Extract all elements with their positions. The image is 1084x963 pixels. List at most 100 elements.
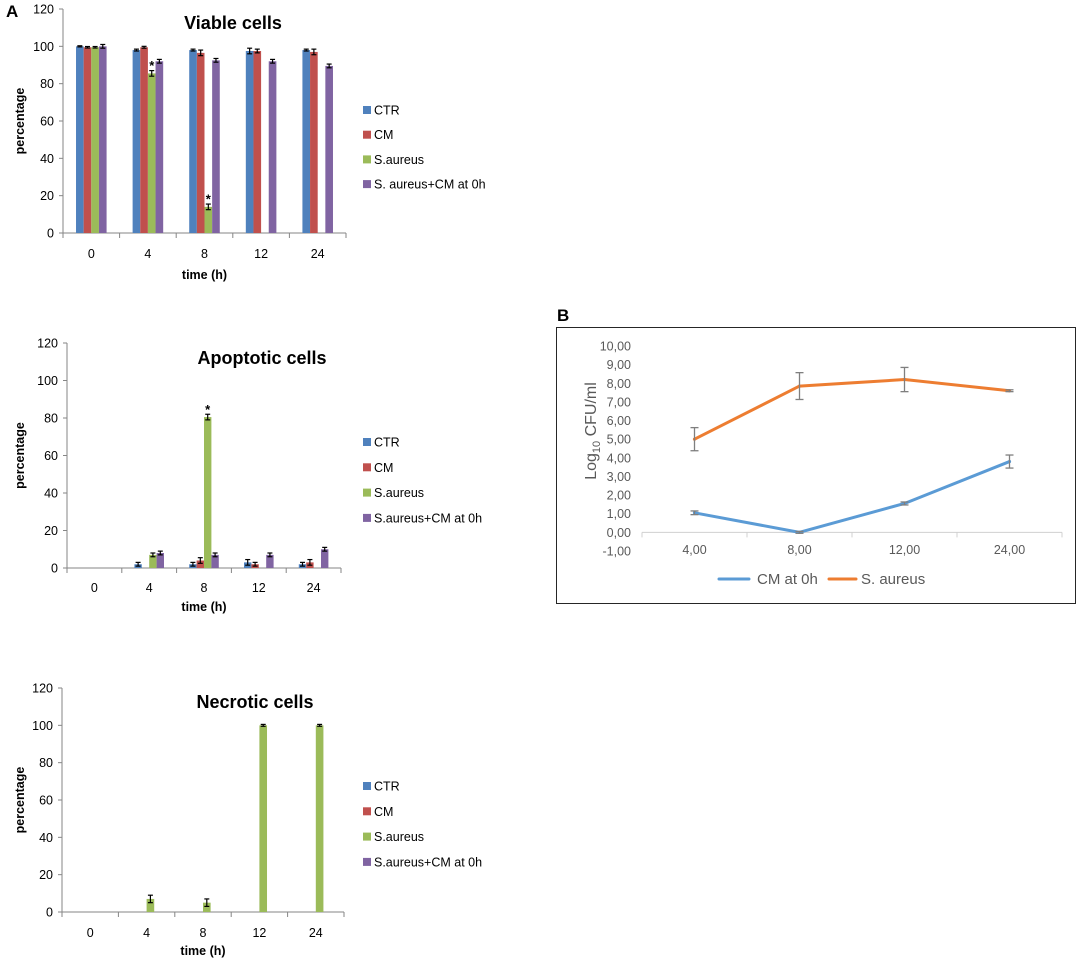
panel-label-b: B xyxy=(557,306,570,325)
bar-s-aureus-t8 xyxy=(203,902,211,912)
y-axis-label: percentage xyxy=(13,422,27,489)
chart-title: Viable cells xyxy=(184,13,282,33)
error-bar-cm-t24 xyxy=(311,48,317,56)
bar-s-aureus-t8 xyxy=(204,417,212,568)
error-bar-cm-t24 xyxy=(307,558,313,566)
error-bar-cm-t0 xyxy=(84,45,90,49)
error-bar-s-aureus-24-00 xyxy=(1005,389,1014,393)
y-tick-label: 80 xyxy=(39,756,53,770)
error-bar-cm-t12 xyxy=(254,48,260,54)
bar-ctr-t24 xyxy=(302,50,311,233)
legend-swatch-cm xyxy=(363,807,371,816)
error-bar-s-aureus-cm-at-0h-t4 xyxy=(156,58,162,64)
x-tick-label: 12 xyxy=(254,247,268,261)
legend-label-cm: CM xyxy=(374,128,393,142)
bar-cm-t12 xyxy=(253,51,262,233)
error-bar-ctr-t12 xyxy=(245,558,251,566)
error-bar-ctr-t8 xyxy=(190,561,196,567)
bar-s-aureus-t0 xyxy=(91,47,99,234)
cfu-line-plot: 10,00 9,00 8,00 7,00 6,00 5,00 4,00 3,00 2,00 1,0… xyxy=(583,340,1063,588)
x-axis-label: time (h) xyxy=(182,268,227,282)
apoptotic-cells-plot: Apoptotic cells 0 20 40 60 80 100 120 0 4 8 12 24 tim… xyxy=(13,337,482,615)
series-line-s-aureus xyxy=(693,378,1011,441)
y-axis-label: Log10 CFU/ml xyxy=(583,382,603,480)
chart-viable-cells: Viable cells 0 20 40 60 80 100 120 0 4 8 12 24 time (… xyxy=(0,0,545,290)
x-tick-label: 12,00 xyxy=(889,543,920,557)
x-tick-label: 24 xyxy=(311,247,325,261)
y-tick-label: 100 xyxy=(37,374,58,388)
bar-s-aureus-t24 xyxy=(315,725,324,912)
x-tick-label: 24,00 xyxy=(994,543,1025,557)
y-tick-label: 7,00 xyxy=(607,395,631,409)
bar-s-aureus-cm-at-0h-t4 xyxy=(156,553,164,568)
chart-title: Necrotic cells xyxy=(196,692,313,712)
bar-s-aureus-cm-at-0h-t12 xyxy=(266,554,274,568)
x-tick-label: 0 xyxy=(88,247,95,261)
bar-s-aureus-cm-at-0h-t12 xyxy=(268,61,277,234)
y-tick-label: 120 xyxy=(37,337,58,351)
error-bar-s-aureus-t8 xyxy=(205,203,211,211)
x-tick-label: 4 xyxy=(143,926,150,940)
legend-swatch-s-aureus-cm-at-0h xyxy=(363,857,371,866)
bar-s-aureus-t4 xyxy=(149,554,157,568)
y-tick-label: 40 xyxy=(44,487,58,501)
y-axis-label: percentage xyxy=(13,767,27,834)
significance-marker: * xyxy=(205,402,211,417)
legend-swatch-s-aureus xyxy=(363,155,371,164)
necrotic-cells-plot: Necrotic cells 0 20 40 60 80 100 120 0 4 8 12 24 time… xyxy=(13,682,482,959)
bar-cm-t0 xyxy=(83,47,92,234)
bar-s-aureus-cm-at-0h-t8 xyxy=(211,554,219,568)
legend-label-s-aureus: S.aureus xyxy=(374,830,424,844)
legend-label-s-aureus: S.aureus xyxy=(374,153,424,167)
error-bar-ctr-t8 xyxy=(190,48,196,52)
legend-swatch-ctr xyxy=(363,438,371,446)
chart-necrotic-cells: Necrotic cells 0 20 40 60 80 100 120 0 4 8 12 24 time… xyxy=(0,672,545,963)
legend-swatch-s-aureus xyxy=(363,488,371,497)
legend-label-ctr: CTR xyxy=(374,104,400,118)
y-tick-label: -1,00 xyxy=(603,545,632,559)
legend-swatch-ctr xyxy=(363,782,371,790)
x-tick-label: 12 xyxy=(252,926,266,940)
error-bar-s-aureus-cm-at-0h-t24 xyxy=(322,546,328,552)
error-bar-cm-at-0h-12-00 xyxy=(900,501,909,506)
x-tick-label: 4 xyxy=(146,581,153,595)
error-bar-ctr-t4 xyxy=(135,561,141,567)
bar-cm-t8 xyxy=(196,52,205,233)
y-tick-label: 8,00 xyxy=(607,377,631,391)
error-bar-cm-t12 xyxy=(252,561,258,567)
y-tick-label: 40 xyxy=(40,152,54,166)
legend-label-ctr: CTR xyxy=(374,436,400,450)
legend-label-ctr: CTR xyxy=(374,780,400,794)
bar-ctr-t12 xyxy=(245,51,254,233)
error-bar-cm-t8 xyxy=(197,557,203,564)
legend-label-s-aureus: S.aureus xyxy=(374,486,424,500)
error-bar-s-aureus-t8 xyxy=(205,413,211,421)
bar-s-aureus-t8 xyxy=(204,206,213,233)
y-tick-label: 20 xyxy=(39,868,53,882)
error-bar-cm-at-0h-4-00 xyxy=(690,510,699,516)
x-tick-label: 12 xyxy=(252,581,266,595)
bar-s-aureus-cm-at-0h-t8 xyxy=(212,60,220,234)
y-tick-label: 80 xyxy=(40,77,54,91)
x-axis-label: time (h) xyxy=(180,944,225,958)
error-bar-s-aureus-4-00 xyxy=(690,426,699,452)
error-bar-s-aureus-cm-at-0h-t0 xyxy=(100,43,106,49)
legend-swatch-ctr xyxy=(363,106,371,114)
bar-s-aureus-t4 xyxy=(146,898,155,912)
y-tick-label: 4,00 xyxy=(607,451,631,465)
error-bar-s-aureus-12-00 xyxy=(900,366,909,393)
chart-title: Apoptotic cells xyxy=(197,348,326,368)
error-bar-s-aureus-cm-at-0h-t12 xyxy=(270,58,276,64)
legend-swatch-s-aureus-cm-at-0h xyxy=(363,180,371,189)
x-tick-label: 0 xyxy=(87,926,94,940)
chart-cfu: 10,00 9,00 8,00 7,00 6,00 5,00 4,00 3,00 2,00 1,0… xyxy=(556,327,1076,604)
significance-marker: * xyxy=(206,192,212,207)
error-bar-s-aureus-cm-at-0h-t8 xyxy=(213,57,219,63)
error-bar-s-aureus-8-00 xyxy=(795,372,804,401)
chart-apoptotic-cells: Apoptotic cells 0 20 40 60 80 100 120 0 4 8 12 24 tim… xyxy=(0,330,545,620)
y-axis-label-base: Log xyxy=(583,453,600,480)
legend-label-cm: CM xyxy=(374,805,393,819)
y-tick-label: 60 xyxy=(39,794,53,808)
error-bar-s-aureus-t4 xyxy=(147,894,153,904)
error-bar-ctr-t24 xyxy=(303,48,309,52)
